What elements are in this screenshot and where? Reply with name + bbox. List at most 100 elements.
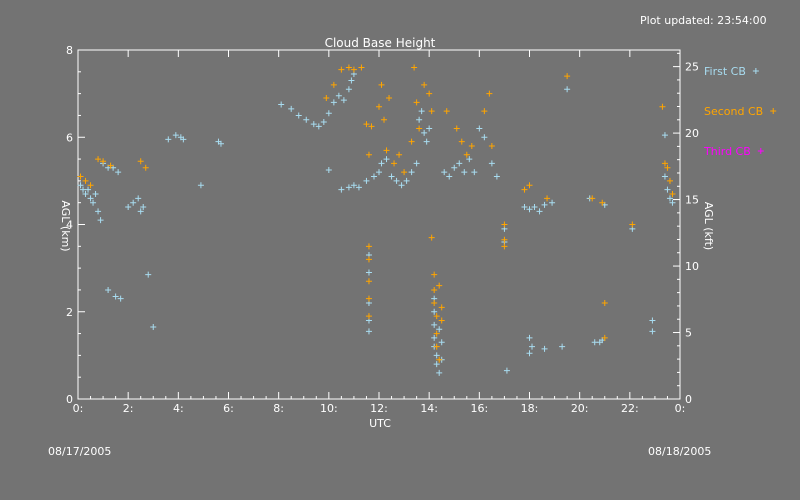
data-point (135, 195, 142, 202)
data-point (90, 199, 97, 206)
chart-title: Cloud Base Height (325, 36, 436, 50)
data-point (503, 367, 510, 374)
data-point (476, 125, 483, 132)
data-point (436, 326, 443, 333)
data-point (451, 164, 458, 171)
y-tick-label: 8 (66, 44, 73, 57)
data-point (416, 116, 423, 123)
data-point (365, 328, 372, 335)
data-point (77, 182, 84, 189)
data-point (365, 278, 372, 285)
data-point (486, 90, 493, 97)
x-tick-label: 4: (173, 402, 184, 415)
data-point (488, 160, 495, 167)
data-point (325, 166, 332, 173)
data-point (661, 132, 668, 139)
data-point (87, 195, 94, 202)
y-tick-label: 2 (66, 306, 73, 319)
y-right-tick-label: 25 (685, 61, 699, 74)
data-point (433, 352, 440, 359)
data-point (288, 105, 295, 112)
data-point (526, 334, 533, 341)
y-axis-left: 0 2 4 6 8 (66, 44, 85, 406)
data-point (330, 99, 337, 106)
data-point (591, 339, 598, 346)
data-point (529, 343, 536, 350)
end-date-label: 08/18/2005 (648, 445, 712, 458)
data-point (501, 236, 508, 243)
data-point (669, 199, 676, 206)
data-point (383, 147, 390, 154)
data-point (438, 304, 445, 311)
data-point (466, 156, 473, 163)
data-point (365, 256, 372, 263)
data-point (453, 125, 460, 132)
data-point (345, 64, 352, 71)
data-point (365, 269, 372, 276)
data-point (549, 199, 556, 206)
data-point (664, 164, 671, 171)
data-point (501, 221, 508, 228)
data-point (423, 138, 430, 145)
data-point (145, 271, 152, 278)
data-point (421, 129, 428, 136)
data-point (589, 195, 596, 202)
data-point (413, 160, 420, 167)
legend-marker (752, 68, 759, 74)
data-point (666, 195, 673, 202)
data-point (661, 160, 668, 167)
data-point (338, 66, 345, 73)
data-point (87, 182, 94, 189)
x-tick-label: 0: (675, 402, 686, 415)
data-point (150, 324, 157, 331)
data-point (365, 295, 372, 302)
x-tick-label: 12: (370, 402, 388, 415)
legend-entry: First CB (704, 65, 746, 78)
data-point (350, 66, 357, 73)
data-point (107, 162, 114, 169)
data-point (443, 108, 450, 115)
data-point (431, 334, 438, 341)
data-point (536, 208, 543, 215)
data-point (97, 217, 104, 224)
data-point (217, 140, 224, 147)
y-axis-label-left: AGL (km) (59, 200, 72, 251)
data-point (426, 125, 433, 132)
x-axis: 0: 2: 4: 6: 8: 10: 12: 14: 16: 18: 20: 22: 0: (73, 50, 686, 415)
data-point (345, 184, 352, 191)
data-point (370, 173, 377, 180)
data-point (398, 182, 405, 189)
data-point (355, 184, 362, 191)
data-point (541, 201, 548, 208)
series-first-cb (77, 70, 676, 376)
data-point (330, 81, 337, 88)
data-point (197, 182, 204, 189)
data-point (433, 343, 440, 350)
data-point (378, 81, 385, 88)
legend: First CB Second CB Third CB (703, 65, 777, 158)
y-right-tick-label: 20 (685, 127, 699, 140)
data-point (436, 356, 443, 363)
y-tick-label: 4 (66, 219, 73, 232)
y-tick-label: 0 (66, 393, 73, 406)
x-tick-label: 2: (123, 402, 134, 415)
data-point (544, 195, 551, 202)
y-right-tick-label: 5 (685, 327, 692, 340)
data-point (100, 158, 107, 165)
data-point (348, 77, 355, 84)
start-date-label: 08/17/2005 (48, 445, 112, 458)
legend-marker (757, 148, 764, 154)
data-point (368, 123, 375, 130)
data-point (669, 190, 676, 197)
data-point (446, 173, 453, 180)
data-point (365, 151, 372, 158)
data-point (649, 328, 656, 335)
data-point (278, 101, 285, 108)
data-point (117, 295, 124, 302)
data-point (559, 343, 566, 350)
data-point (433, 361, 440, 368)
data-point (526, 206, 533, 213)
data-point (599, 199, 606, 206)
data-point (521, 204, 528, 211)
data-point (531, 204, 538, 211)
